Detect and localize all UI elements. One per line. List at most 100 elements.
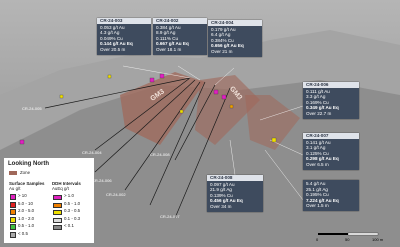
callout-header: CR-24-004 <box>208 20 262 26</box>
legend: Looking North Zone Surface Samples Au g/t DD… <box>4 158 94 243</box>
zone-swatch <box>9 171 17 175</box>
assay-line: 0.141 g/t Au <box>306 139 331 145</box>
scale-label: 0 <box>316 237 319 242</box>
surface-range: 0.5 - 1.0 <box>18 223 35 228</box>
hole-label: CR-24-003 <box>48 168 68 173</box>
ddh-range: 0.5 - 1.0 <box>64 200 81 206</box>
assay-line: 25.1 g/t Ag <box>306 186 328 192</box>
callout-body: 0.141 g/t Au 3.1 g/t Ag 0.125% Cu 0.298 g/t… <box>303 139 359 170</box>
interval: Over 22.7 m <box>306 110 332 116</box>
callout-header: CR-24-002 <box>153 18 207 24</box>
callout-leaders <box>122 65 304 201</box>
au-eq: 0.349 g/t Au Eq <box>306 105 339 111</box>
assay-line: 0.139% Cu <box>210 192 233 198</box>
au-eq: 0.456 g/t Au Eq <box>210 198 243 204</box>
legend-title: Looking North <box>8 161 49 167</box>
callout: CR-24-002 0.384 g/t Au 8.9 g/t Ag 0.111% Cu… <box>153 18 207 55</box>
sample-swatch <box>10 194 16 200</box>
callout-header: CR-24-003 <box>97 18 151 24</box>
surface-range: 1.0 - 2.0 <box>18 215 35 221</box>
callout-body: 0.384 g/t Au 8.9 g/t Ag 0.111% Cu 0.667 g/t… <box>153 24 207 55</box>
surface-range: 2.0 - 5.0 <box>18 208 35 213</box>
assay-line: 3.1 g/t Ag <box>306 145 326 151</box>
hole-label: CR-24-008 <box>150 152 170 157</box>
ddh-swatch <box>53 210 62 215</box>
sample-swatch <box>10 216 16 223</box>
zone-label: Zone <box>20 170 31 175</box>
assay-line: 6.4 g/t Ag <box>211 32 231 38</box>
hole-label: CR-24-005 <box>22 106 42 111</box>
assay-line: 4.3 g/t Ag <box>100 30 120 36</box>
callout-header: CR-24-006 <box>303 82 359 88</box>
hole-label: CR-24-004 <box>82 150 102 155</box>
callout-body: 0.097 g/t Au 21.9 g/t Ag 0.139% Cu 0.456 g/… <box>207 181 263 212</box>
interval: Over 6.5 m <box>306 161 329 167</box>
ddh-title: DDH Intervals <box>52 181 81 186</box>
au-eq: 0.656 g/t Au Eq <box>211 43 244 49</box>
callout: CR-24-004 0.179 g/t Au 6.4 g/t Ag 0.384% Cu… <box>208 20 262 57</box>
callout: CR-24-007 0.141 g/t Au 3.1 g/t Ag 0.125% Cu… <box>303 133 359 170</box>
drill-traces <box>44 77 231 219</box>
assay-line: 3.3 g/t Ag <box>306 94 326 100</box>
callout: CR-24-003 0.053 g/t Au 4.3 g/t Ag 0.049% Cu… <box>97 18 151 55</box>
ddh-range: > 1.0 <box>64 193 74 198</box>
callout-header: CR-24-007 <box>303 133 359 139</box>
sample-swatch <box>10 201 16 208</box>
assay-line: 0.111 g/t Au <box>306 88 330 94</box>
assay-line: 0.195% Cu <box>306 192 329 198</box>
callout-body: 5.4 g/t Au 25.1 g/t Ag 0.195% Cu 7.224 g/t … <box>303 180 359 211</box>
callout-body: 0.179 g/t Au 6.4 g/t Ag 0.384% Cu 0.656 g/t… <box>208 26 262 57</box>
surface-title: Surface Samples <box>9 181 45 186</box>
sample-swatch <box>10 209 16 215</box>
assay-line: 0.179 g/t Au <box>211 26 236 32</box>
scale-bar <box>318 232 379 236</box>
surface-range: > 10 <box>18 193 27 198</box>
interval: Over 1.5 m <box>306 203 329 209</box>
callout-body: 0.053 g/t Au 4.3 g/t Ag 0.049% Cu 0.144 g/t… <box>97 24 151 55</box>
ddh-range: 0.1 - 0.3 <box>64 215 81 221</box>
interval: Over 21 m <box>211 48 233 54</box>
assay-line: 5.4 g/t Au <box>306 181 326 186</box>
callout-header: CR-24-008 <box>207 175 263 181</box>
scale-label: 100 m <box>372 237 384 242</box>
slope <box>0 80 400 247</box>
hole-label: CR-24-002 <box>106 192 126 197</box>
callout: CR-24-006 0.111 g/t Au 3.3 g/t Ag 0.169% Cu… <box>303 82 359 119</box>
sample-swatch <box>10 231 16 238</box>
assay-line: 0.384% Cu <box>211 37 234 43</box>
surface-samples <box>19 73 277 145</box>
hole-label: CR-24-006 <box>92 178 112 183</box>
surface-range: < 0.5 <box>18 230 28 236</box>
assay-line: 0.384 g/t Au <box>156 24 181 30</box>
ddh-range: < 0.1 <box>64 223 74 228</box>
interval: Over 20.5 m <box>100 46 126 52</box>
au-eq: 0.298 g/t Au Eq <box>306 156 339 162</box>
callout: CR-24-008 0.097 g/t Au 21.9 g/t Ag 0.139% C… <box>207 175 263 212</box>
scale-label: 50 <box>345 237 350 242</box>
assay-line: 0.053 g/t Au <box>100 24 125 30</box>
zone-band <box>245 95 300 150</box>
assay-line: 0.049% Cu <box>100 35 123 41</box>
ddh-swatch <box>53 202 62 208</box>
surface-range: 5.0 - 10 <box>18 200 33 206</box>
ddh-swatch <box>53 217 62 223</box>
assay-line: 8.9 g/t Ag <box>156 30 176 36</box>
au-eq: 0.667 g/t Au Eq <box>156 41 189 47</box>
au-eq: 0.144 g/t Au Eq <box>100 41 133 47</box>
assay-line: 0.125% Cu <box>306 150 329 156</box>
hole-label: CR-24-007 <box>160 214 180 219</box>
surface-unit: Au g/t <box>9 186 21 191</box>
interval: Over 34 m <box>210 203 232 209</box>
callout: 5.4 g/t Au 25.1 g/t Ag 0.195% Cu 7.224 g/t … <box>303 180 359 211</box>
au-eq: 7.224 g/t Au Eq <box>306 197 339 203</box>
assay-line: 21.9 g/t Ag <box>210 187 232 193</box>
ddh-swatch <box>53 225 62 230</box>
interval: Over 18.1 m <box>156 46 182 52</box>
sample-swatch <box>10 224 16 230</box>
ddh-range: 0.3 - 0.5 <box>64 208 81 213</box>
callout-body: 0.111 g/t Au 3.3 g/t Ag 0.169% Cu 0.349 g/t… <box>303 88 359 119</box>
ddh-swatch <box>53 195 62 200</box>
assay-line: 0.097 g/t Au <box>210 181 235 187</box>
assay-line: 0.111% Cu <box>156 35 179 41</box>
